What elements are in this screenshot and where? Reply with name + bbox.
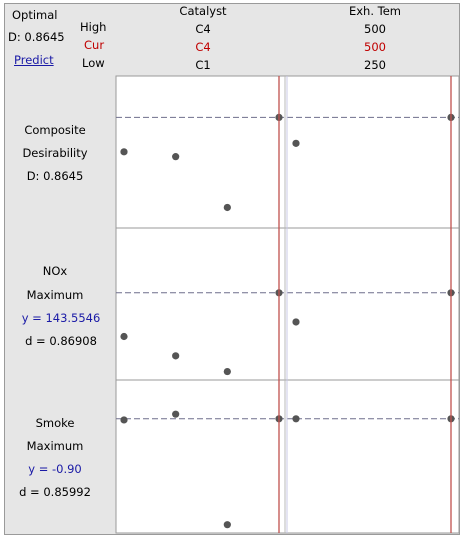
optimal-label: Optimal — [12, 8, 58, 22]
high-row-label: High — [80, 20, 107, 34]
predict-link[interactable]: Predict — [14, 53, 54, 67]
composite-value: D: 0.8645 — [26, 169, 84, 183]
smoke-desirability: d = 0.85992 — [19, 485, 91, 499]
nox-predicted-value: y = 143.5546 — [21, 311, 101, 325]
data-point-0-0-0 — [120, 148, 128, 156]
exh-tem-cur[interactable]: 500 — [364, 40, 386, 54]
data-point-0-0-2 — [223, 203, 231, 212]
data-point-1-1-0 — [292, 318, 300, 326]
data-point-1-0-2 — [223, 367, 231, 376]
low-row-label: Low — [82, 56, 105, 70]
nox-goal: Maximum — [26, 288, 84, 302]
smoke-goal: Maximum — [26, 439, 84, 453]
data-point-2-0-1 — [172, 410, 180, 418]
cur-row-label: Cur — [84, 38, 105, 52]
nox-desirability: d = 0.86908 — [25, 334, 97, 348]
nox-title: NOx — [42, 264, 68, 278]
factor-name-catalyst: Catalyst — [179, 4, 227, 18]
data-point-1-0-1 — [172, 352, 180, 360]
factor-name-exh-tem: Exh. Tem — [348, 4, 402, 18]
data-point-1-0-0 — [120, 332, 128, 341]
data-point-0-0-1 — [172, 153, 180, 161]
catalyst-cur[interactable]: C4 — [195, 40, 211, 54]
data-point-2-1-0 — [292, 415, 300, 423]
composite-subtitle: Desirability — [22, 146, 88, 160]
data-point-0-1-0 — [292, 139, 300, 147]
exh-tem-high: 500 — [364, 22, 386, 36]
catalyst-high: C4 — [195, 22, 211, 36]
smoke-predicted-value: y = -0.90 — [28, 462, 82, 476]
smoke-title: Smoke — [35, 416, 75, 430]
data-point-2-0-0 — [120, 416, 128, 424]
overall-desirability: D: 0.8645 — [8, 30, 65, 44]
composite-title: Composite — [24, 123, 86, 137]
data-point-2-0-2 — [223, 521, 231, 529]
exh-tem-low: 250 — [364, 58, 386, 72]
catalyst-low: C1 — [195, 58, 211, 72]
